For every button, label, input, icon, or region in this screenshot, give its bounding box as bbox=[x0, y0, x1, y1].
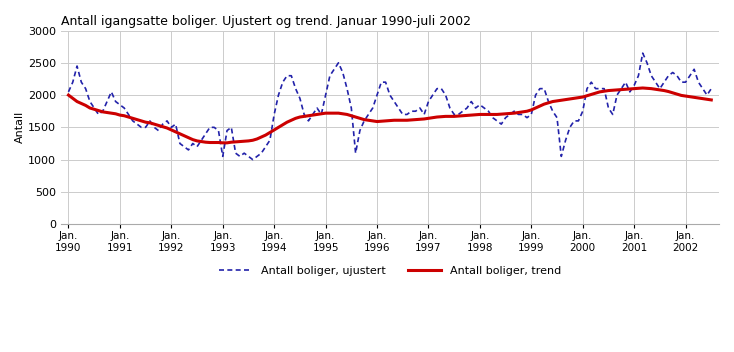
Y-axis label: Antall: Antall bbox=[15, 111, 25, 144]
Antall boliger, ujustert bbox=[702, 93, 711, 97]
Line: Antall boliger, trend: Antall boliger, trend bbox=[68, 88, 711, 143]
Antall boliger, ujustert bbox=[296, 96, 305, 100]
Antall boliger, trend bbox=[476, 112, 484, 117]
Text: Antall igangsatte boliger. Ujustert og trend. Januar 1990-juli 2002: Antall igangsatte boliger. Ujustert og t… bbox=[61, 15, 470, 28]
Antall boliger, trend bbox=[64, 93, 73, 97]
Legend: Antall boliger, ujustert, Antall boliger, trend: Antall boliger, ujustert, Antall boliger… bbox=[214, 262, 566, 281]
Antall boliger, trend bbox=[218, 141, 227, 145]
Antall boliger, ujustert bbox=[248, 157, 257, 162]
Antall boliger, ujustert bbox=[381, 80, 390, 84]
Antall boliger, ujustert bbox=[707, 87, 716, 91]
Antall boliger, trend bbox=[381, 119, 390, 123]
Antall boliger, ujustert bbox=[476, 103, 484, 107]
Antall boliger, trend bbox=[639, 86, 647, 90]
Antall boliger, ujustert bbox=[458, 109, 467, 113]
Antall boliger, trend bbox=[707, 98, 716, 102]
Line: Antall boliger, ujustert: Antall boliger, ujustert bbox=[68, 53, 711, 159]
Antall boliger, trend bbox=[518, 110, 527, 114]
Antall boliger, trend bbox=[458, 114, 467, 118]
Antall boliger, ujustert bbox=[639, 51, 647, 55]
Antall boliger, ujustert bbox=[64, 90, 73, 94]
Antall boliger, trend bbox=[702, 97, 711, 101]
Antall boliger, trend bbox=[296, 115, 305, 119]
Antall boliger, ujustert bbox=[518, 112, 527, 117]
